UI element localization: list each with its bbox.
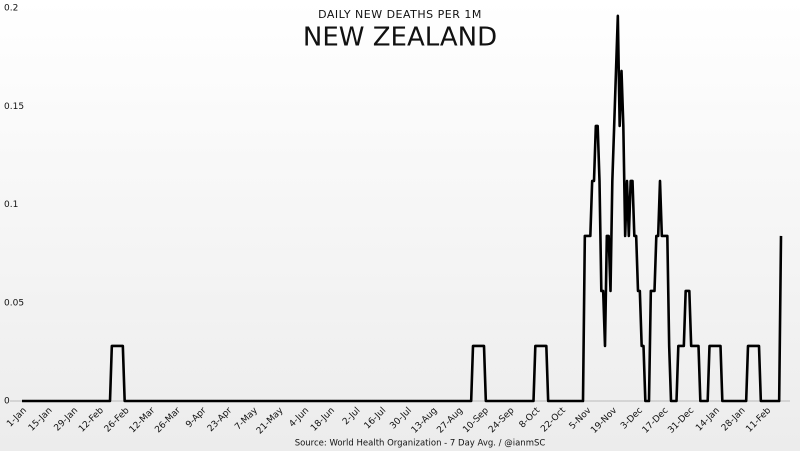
chart-title: NEW ZEALAND	[303, 23, 497, 53]
y-tick-label: 0	[4, 397, 10, 407]
y-tick-label: 0.05	[4, 298, 24, 308]
chart-subtitle: DAILY NEW DEATHS PER 1M	[318, 8, 482, 21]
source-note: Source: World Health Organization - 7 Da…	[295, 439, 546, 449]
y-tick-label: 0.15	[4, 102, 24, 112]
data-line	[22, 14, 783, 403]
y-tick-label: 0.1	[4, 200, 18, 210]
y-tick-label: 0.2	[4, 4, 18, 14]
